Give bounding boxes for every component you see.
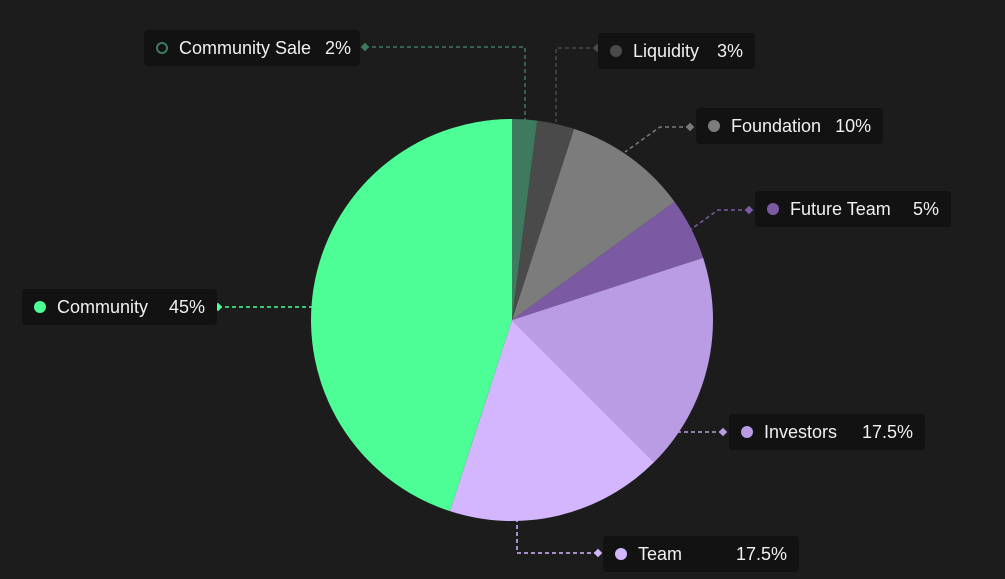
legend-marker bbox=[34, 301, 46, 313]
label-category: Community Sale bbox=[179, 37, 312, 58]
pie-slice-team bbox=[449, 320, 655, 521]
pie-slice-community bbox=[311, 119, 512, 512]
leader-diamond bbox=[718, 427, 728, 437]
label-category: Community bbox=[57, 296, 149, 317]
pie-slice-investors bbox=[512, 257, 713, 463]
leader-line bbox=[689, 209, 749, 231]
label-category: Liquidity bbox=[633, 40, 700, 61]
legend-marker bbox=[708, 120, 720, 132]
label-value: 45% bbox=[168, 296, 205, 317]
label-category: Team bbox=[638, 543, 683, 564]
legend-marker bbox=[741, 426, 753, 438]
leader-line bbox=[516, 520, 598, 554]
label-team: Team 17.5% bbox=[603, 536, 799, 572]
label-value: 3% bbox=[716, 40, 743, 61]
pie-slice-foundation bbox=[512, 128, 675, 320]
label-value: 2% bbox=[325, 37, 352, 58]
label-foundation: Foundation 10% bbox=[696, 108, 883, 144]
legend-marker bbox=[615, 548, 627, 560]
label-community: Community 45% bbox=[22, 289, 217, 325]
leader-diamond bbox=[593, 548, 603, 558]
label-category: Future Team bbox=[790, 198, 891, 219]
label-value: 10% bbox=[835, 115, 872, 136]
label-category: Investors bbox=[764, 421, 838, 442]
pie-slice-liquidity bbox=[512, 120, 575, 320]
leader-diamond bbox=[360, 42, 370, 52]
leader-line bbox=[365, 46, 526, 120]
leader-diamond bbox=[744, 205, 754, 215]
pie-slice-future-team bbox=[512, 201, 704, 320]
label-value: 5% bbox=[912, 198, 939, 219]
legend-marker bbox=[767, 203, 779, 215]
label-value: 17.5% bbox=[861, 421, 913, 442]
leader-diamond bbox=[685, 122, 695, 132]
legend-marker bbox=[156, 42, 168, 54]
label-liquidity: Liquidity 3% bbox=[598, 33, 755, 69]
label-value: 17.5% bbox=[735, 543, 787, 564]
leader-line bbox=[624, 126, 690, 153]
label-future-team: Future Team 5% bbox=[755, 191, 951, 227]
label-community-sale: Community Sale 2% bbox=[144, 30, 360, 66]
leader-line bbox=[555, 47, 597, 122]
pie-slice-community-sale bbox=[512, 118, 538, 320]
legend-marker bbox=[610, 45, 622, 57]
label-category: Foundation bbox=[731, 115, 822, 136]
label-investors: Investors 17.5% bbox=[729, 414, 925, 450]
